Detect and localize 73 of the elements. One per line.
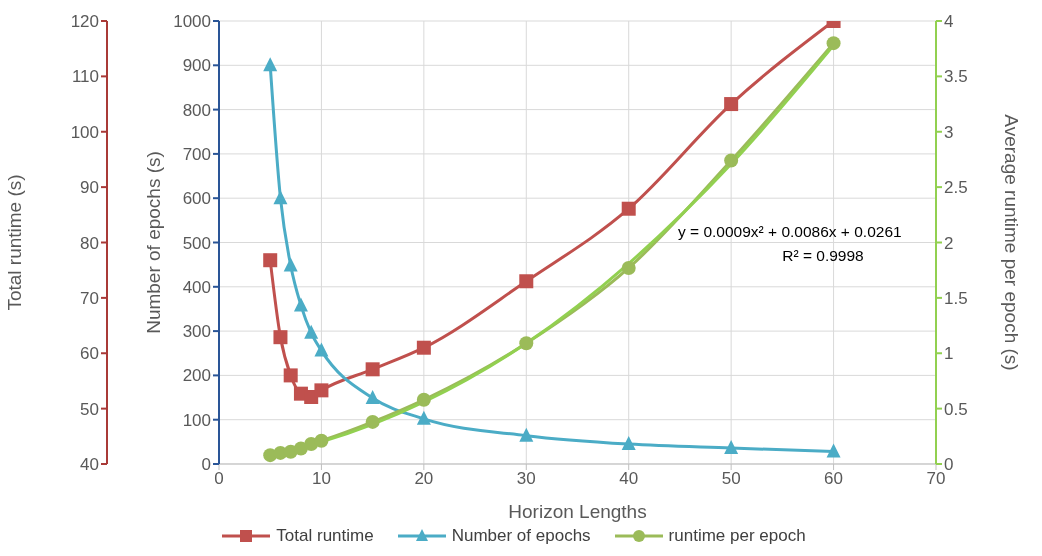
- y-tick-label: 90: [80, 178, 99, 198]
- legend-label: runtime per epoch: [668, 526, 806, 546]
- point: [724, 153, 739, 168]
- point: [365, 389, 380, 404]
- point: [416, 340, 431, 355]
- point: [283, 257, 298, 272]
- x-tick-label: 20: [414, 469, 434, 489]
- x-tick-label: 50: [721, 469, 741, 489]
- y3-tick-label: 4: [944, 12, 954, 32]
- point: [621, 260, 636, 275]
- y3-tick-label: 2: [944, 233, 954, 253]
- point: [519, 336, 534, 351]
- y-tick-label: 80: [80, 233, 99, 253]
- x-tick-label: 60: [824, 469, 844, 489]
- y-tick-label: 70: [80, 288, 99, 308]
- point: [263, 57, 278, 72]
- y2-axis-title: Number of epochs (s): [142, 151, 164, 334]
- y2-tick-label: 200: [182, 366, 211, 386]
- y-tick-label: 40: [80, 455, 99, 475]
- point: [416, 410, 431, 425]
- point: [314, 433, 329, 448]
- point: [263, 253, 278, 268]
- legend-label: Number of epochs: [451, 526, 591, 546]
- y2-tick-label: 300: [182, 322, 211, 342]
- point: [826, 36, 841, 51]
- x-tick-label: 10: [311, 469, 331, 489]
- point: [365, 414, 380, 429]
- y2-tick-label: 900: [182, 56, 211, 76]
- x-tick-label: 30: [516, 469, 536, 489]
- y2-tick-label: 500: [182, 233, 211, 253]
- y-tick-label: 110: [71, 67, 99, 87]
- y2-tick-label: 400: [182, 277, 211, 297]
- x-axis-title: Horizon Lengths: [508, 501, 647, 522]
- y-tick-label: 120: [70, 12, 99, 32]
- point: [314, 342, 329, 357]
- y3-tick-label: 0: [944, 455, 954, 475]
- point: [826, 443, 841, 458]
- y2-tick-label: 800: [182, 100, 211, 120]
- x-tick-label: 70: [926, 469, 946, 489]
- x-tick-label: 40: [619, 469, 639, 489]
- point: [273, 330, 288, 345]
- point: [314, 383, 329, 398]
- point: [724, 440, 739, 455]
- legend-label: Total runtime: [276, 526, 374, 546]
- x-tick-label: 0: [214, 469, 224, 489]
- y2-tick-label: 0: [201, 455, 211, 475]
- y3-tick-label: 1.5: [944, 288, 968, 308]
- y3-tick-label: 3: [944, 122, 954, 142]
- point: [621, 201, 636, 216]
- y3-tick-label: 0.5: [944, 399, 968, 419]
- y2-tick-label: 600: [182, 189, 211, 209]
- y-tick-label: 50: [80, 399, 99, 419]
- y3-tick-label: 1: [944, 344, 954, 364]
- point: [416, 392, 431, 407]
- point: [273, 190, 288, 205]
- point: [519, 274, 534, 289]
- point: [283, 368, 298, 383]
- point: [304, 324, 319, 339]
- y2-tick-label: 700: [182, 144, 211, 164]
- y3-tick-label: 3.5: [944, 67, 968, 87]
- y2-tick-label: 100: [182, 410, 211, 430]
- y3-axis-title: Average runtime per epoch (s): [1001, 114, 1023, 371]
- point: [621, 436, 636, 451]
- point: [293, 297, 308, 312]
- y3-tick-label: 2.5: [944, 178, 968, 198]
- annotation: y = 0.0009x² + 0.0086x + 0.0261: [677, 223, 903, 241]
- point: [365, 362, 380, 377]
- y-tick-label: 100: [70, 122, 99, 142]
- point: [519, 427, 534, 442]
- annotation: R² = 0.9998: [781, 247, 865, 265]
- y-tick-label: 60: [80, 344, 99, 364]
- y2-tick-label: 1000: [173, 12, 211, 32]
- point: [724, 97, 739, 112]
